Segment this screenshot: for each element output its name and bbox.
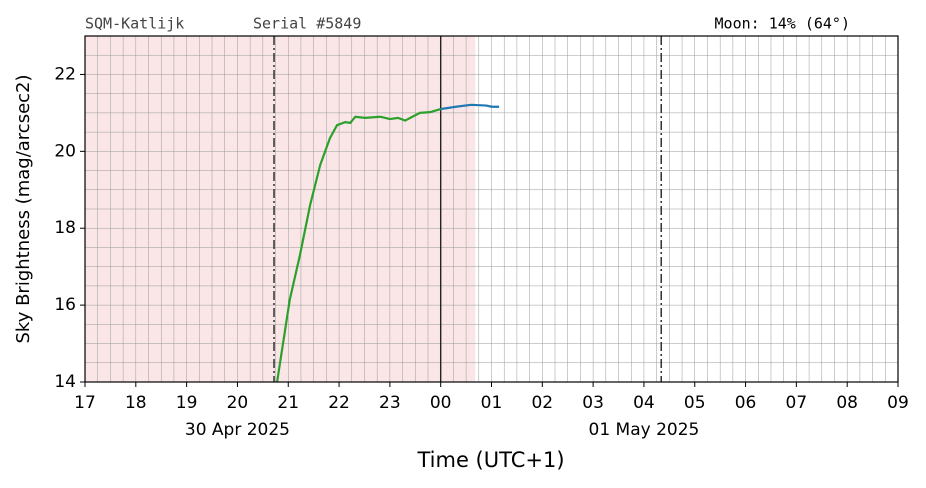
- x-tick-label: 17: [74, 393, 96, 413]
- header-right: Moon: 14% (64°): [715, 15, 850, 33]
- y-tick-label: 16: [54, 295, 76, 315]
- x-tick-label: 06: [735, 393, 757, 413]
- x-tick-label: 04: [633, 393, 655, 413]
- x-tick-label: 20: [227, 393, 249, 413]
- x-tick-label: 02: [531, 393, 553, 413]
- x-tick-label: 03: [582, 393, 604, 413]
- x-tick-label: 08: [836, 393, 858, 413]
- x-tick-label: 07: [786, 393, 808, 413]
- y-axis-label: Sky Brightness (mag/arcsec2): [13, 74, 34, 343]
- y-tick-label: 20: [54, 141, 76, 161]
- header-middle: Serial #5849: [253, 15, 361, 33]
- x-tick-label: 21: [277, 393, 299, 413]
- x-tick-label: 05: [684, 393, 706, 413]
- x-tick-label: 01: [481, 393, 503, 413]
- x-axis-label: Time (UTC+1): [416, 448, 564, 472]
- plot-frame: [84, 35, 899, 383]
- x-tick-label: 22: [328, 393, 350, 413]
- x-tick-label: 19: [176, 393, 198, 413]
- data-line: [440, 103, 500, 111]
- x-tick-label: 09: [887, 393, 909, 413]
- y-tick-label: 14: [54, 372, 76, 392]
- x-tick-label: 18: [125, 393, 147, 413]
- x-tick-label: 23: [379, 393, 401, 413]
- header-left: SQM-Katlijk: [85, 15, 184, 33]
- data-line: [275, 107, 441, 383]
- date-label: 01 May 2025: [589, 420, 700, 440]
- x-tick-label: 00: [430, 393, 452, 413]
- date-label: 30 Apr 2025: [185, 420, 290, 440]
- y-tick-label: 18: [54, 218, 76, 238]
- y-tick-label: 22: [54, 64, 76, 84]
